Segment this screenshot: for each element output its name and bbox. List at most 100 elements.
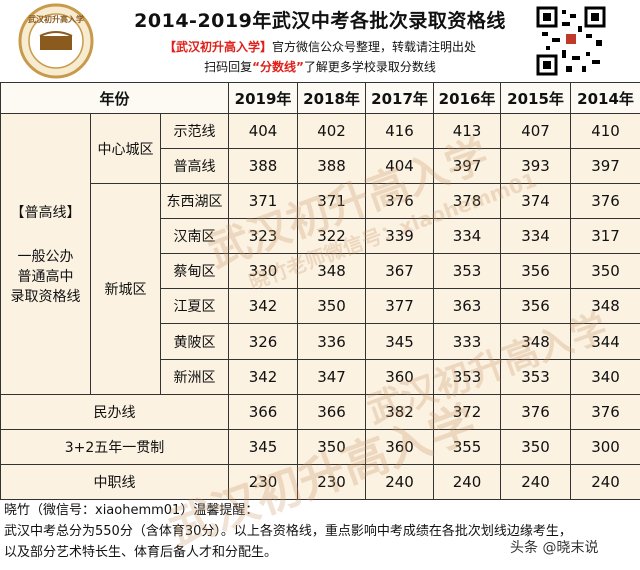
data-row: 民办线 366 366 382 372 376 376 [0,393,640,430]
score-cell: 353 [433,358,502,395]
score-cell: 353 [433,253,502,290]
score-cell: 377 [365,288,435,325]
score-cell: 345 [365,323,435,360]
data-row: 江夏区 342 350 377 363 356 348 [1,288,640,325]
score-cell: 393 [500,148,572,185]
score-cell: 240 [500,463,572,501]
score-cell: 410 [570,112,640,150]
score-cell: 350 [570,253,640,290]
score-cell: 356 [500,288,572,325]
data-row: 黄陂区 326 336 345 333 348 344 [1,323,640,360]
score-cell: 376 [570,393,640,430]
score-cell: 342 [228,358,299,395]
score-cell: 397 [570,148,640,185]
data-row: 【普高线】 一般公办 普通高中 录取资格线 中心城区 示范线 404 402 416 413 407… [0,112,640,395]
scan-note: 了解更多学校录取分数线 [303,60,436,74]
score-cell: 402 [297,112,367,150]
score-cell: 350 [297,288,367,325]
score-cell: 371 [297,183,367,220]
score-cell: 360 [365,428,435,465]
score-cell: 360 [365,358,435,395]
row-label: 黄陂区 [159,323,230,360]
title: 2014-2019年武汉中考各批次录取资格线 [134,10,506,32]
row-label: 民办线 [0,393,230,430]
score-cell: 407 [500,112,572,150]
score-table: 年份 2019年 2018年 2017年 2016年 2015年 2014年【普高线】一般公… [0,82,640,501]
data-row: 普高线 388 388 404 397 393 397 [1,148,640,185]
score-cell: 330 [228,253,299,290]
year-header: 2015年 [500,82,572,114]
source: 【武汉初升高入学】 [163,40,272,54]
score-cell: 404 [228,112,299,150]
header: 武汉初升高入学 2014-2019年武汉中考各批次录取资格线 【武汉初升高入学】… [0,0,640,82]
score-cell: 333 [433,323,502,360]
data-row: 3+2五年一贯制 345 350 360 355 350 300 [0,428,640,465]
zone-cell: 中心城区 [90,112,161,185]
score-cell: 348 [570,288,640,325]
group-desc: 一般公办 [17,248,74,265]
year-header: 2019年 [228,82,299,114]
score-cell: 374 [500,183,572,220]
year-header: 2016年 [433,82,502,114]
score-cell: 348 [500,323,572,360]
score-cell: 404 [365,148,435,185]
score-cell: 334 [500,218,572,255]
score-cell: 382 [365,393,435,430]
note-line: 以及部分艺术特长生、体育后备人才和分配生。 [4,545,278,560]
score-cell: 376 [500,393,572,430]
score-cell: 413 [433,112,502,150]
row-label: 东西湖区 [159,183,230,220]
score-cell: 334 [433,218,502,255]
score-cell: 366 [228,393,299,430]
score-cell: 371 [228,183,299,220]
data-row: 蔡甸区 330 348 367 353 356 350 [1,253,640,290]
credit: 头条 @晓末说 [510,537,599,557]
score-cell: 348 [297,253,367,290]
row-label: 蔡甸区 [159,253,230,290]
data-row: 新洲区 342 347 360 353 353 340 [1,358,640,395]
row-label: 3+2五年一贯制 [0,428,230,465]
row-label: 中职线 [0,463,230,501]
row-label: 汉南区 [159,218,230,255]
year-header: 2018年 [297,82,367,114]
score-cell: 372 [433,393,502,430]
source-note: 官方微信公众号整理，转载请注明出处 [272,40,477,54]
score-cell: 388 [228,148,299,185]
score-cell: 350 [500,428,572,465]
score-cell: 240 [570,463,640,501]
score-cell: 356 [500,253,572,290]
row-label: 江夏区 [159,288,230,325]
score-cell: 355 [433,428,502,465]
score-cell: 367 [365,253,435,290]
year-header: 2014年 [570,82,640,114]
data-row: 新城区 东西湖区 371 371 376 378 374 376 [1,183,640,395]
score-cell: 336 [297,323,367,360]
header-label: 年份 [0,82,230,114]
group-label: 【普高线】 [10,204,81,221]
score-cell: 340 [570,358,640,395]
group-desc: 普通高中 [17,268,74,285]
note-line: 晓竹（微信号：xiaohemm01）温馨提醒： [4,503,259,518]
score-cell: 376 [570,183,640,220]
data-row: 中职线 230 230 240 240 240 240 [0,463,640,501]
score-cell: 240 [365,463,435,501]
logo-text: 武汉初升高入学 [28,14,84,24]
score-cell: 347 [297,358,367,395]
zone-cell: 新城区 [90,183,161,395]
qr-code [536,6,606,76]
notes: 晓竹（微信号：xiaohemm01）温馨提醒： 武汉中考总分为550分（含体育30… [4,500,638,563]
row-label: 示范线 [159,112,230,150]
score-cell: 366 [297,393,367,430]
score-cell: 353 [500,358,572,395]
header-row: 年份 2019年 2018年 2017年 2016年 2015年 2014年 [0,82,640,114]
score-cell: 397 [433,148,502,185]
score-cell: 342 [228,288,299,325]
score-cell: 378 [433,183,502,220]
score-cell: 345 [228,428,299,465]
subtitle: 【武汉初升高入学】官方微信公众号整理，转载请注明出处 [120,38,520,55]
score-cell: 230 [228,463,299,501]
data-row: 汉南区 323 322 339 334 334 317 [1,218,640,255]
logo: 武汉初升高入学 [18,3,94,79]
score-cell: 416 [365,112,435,150]
score-cell: 339 [365,218,435,255]
